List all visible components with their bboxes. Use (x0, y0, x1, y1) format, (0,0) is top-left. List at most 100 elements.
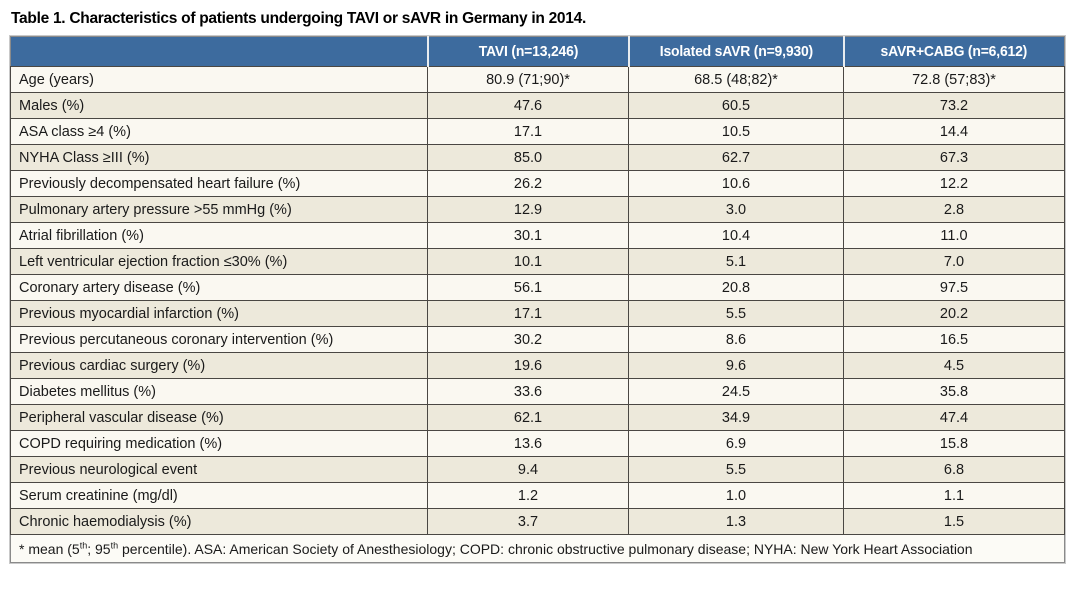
row-value: 2.8 (843, 196, 1065, 223)
row-value: 72.8 (57;83)* (843, 66, 1065, 93)
table-row: Coronary artery disease (%) 56.1 20.8 97.5 (10, 274, 1065, 301)
row-value: 17.1 (427, 118, 629, 145)
row-label: Atrial fibrillation (%) (10, 222, 428, 249)
table-row: Previous percutaneous coronary intervent… (10, 326, 1065, 353)
row-value: 80.9 (71;90)* (427, 66, 629, 93)
table-row: Peripheral vascular disease (%) 62.1 34.9 4… (10, 404, 1065, 431)
row-value: 7.0 (843, 248, 1065, 275)
row-label: Previous cardiac surgery (%) (10, 352, 428, 379)
row-value: 5.1 (628, 248, 844, 275)
row-value: 73.2 (843, 92, 1065, 119)
row-value: 30.1 (427, 222, 629, 249)
table-row: Previous myocardial infarction (%) 17.1 5.… (10, 300, 1065, 327)
table-row: Left ventricular ejection fraction ≤30% … (10, 248, 1065, 275)
row-label: Chronic haemodialysis (%) (10, 508, 428, 535)
row-value: 47.6 (427, 92, 629, 119)
footnote-text: ; 95 (87, 540, 111, 557)
row-value: 10.5 (628, 118, 844, 145)
table-body: Age (years) 80.9 (71;90)* 68.5 (48;82)* 72.… (10, 66, 1065, 535)
row-value: 26.2 (427, 170, 629, 197)
row-label: Diabetes mellitus (%) (10, 378, 428, 405)
row-value: 3.0 (628, 196, 844, 223)
row-label: Coronary artery disease (%) (10, 274, 428, 301)
row-value: 97.5 (843, 274, 1065, 301)
row-value: 47.4 (843, 404, 1065, 431)
row-value: 6.9 (628, 430, 844, 457)
column-header-tavi: TAVI (n=13,246) (426, 36, 629, 67)
row-value: 5.5 (628, 300, 844, 327)
row-value: 1.1 (843, 482, 1065, 509)
row-label: Previous myocardial infarction (%) (10, 300, 428, 327)
column-header-empty (10, 36, 428, 67)
row-value: 5.5 (628, 456, 844, 483)
column-header-isolated-savr: Isolated sAVR (n=9,930) (627, 36, 844, 67)
table-row: Pulmonary artery pressure >55 mmHg (%) 12… (10, 196, 1065, 223)
row-value: 60.5 (628, 92, 844, 119)
row-value: 1.3 (628, 508, 844, 535)
table-row: Previous neurological event 9.4 5.5 6.8 (10, 456, 1065, 483)
row-label: ASA class ≥4 (%) (10, 118, 428, 145)
table-row: Previous cardiac surgery (%) 19.6 9.6 4.5 (10, 352, 1065, 379)
row-value: 12.9 (427, 196, 629, 223)
header-row: TAVI (n=13,246) Isolated sAVR (n=9,930) … (10, 36, 1065, 67)
table-header: TAVI (n=13,246) Isolated sAVR (n=9,930) … (10, 36, 1065, 67)
table-row: Chronic haemodialysis (%) 3.7 1.3 1.5 (10, 508, 1065, 535)
row-value: 9.6 (628, 352, 844, 379)
row-value: 16.5 (843, 326, 1065, 353)
row-label: Left ventricular ejection fraction ≤30% … (10, 248, 428, 275)
column-header-savr-cabg: sAVR+CABG (n=6,612) (842, 36, 1065, 67)
row-value: 19.6 (427, 352, 629, 379)
table-row: Age (years) 80.9 (71;90)* 68.5 (48;82)* 72.… (10, 66, 1065, 93)
row-value: 34.9 (628, 404, 844, 431)
row-value: 15.8 (843, 430, 1065, 457)
footnote-superscript: th (79, 539, 88, 550)
row-value: 8.6 (628, 326, 844, 353)
row-value: 35.8 (843, 378, 1065, 405)
row-value: 10.1 (427, 248, 629, 275)
row-value: 62.1 (427, 404, 629, 431)
row-value: 10.6 (628, 170, 844, 197)
table-row: Atrial fibrillation (%) 30.1 10.4 11.0 (10, 222, 1065, 249)
table-row: Males (%) 47.6 60.5 73.2 (10, 92, 1065, 119)
row-value: 10.4 (628, 222, 844, 249)
row-value: 1.2 (427, 482, 629, 509)
row-value: 6.8 (843, 456, 1065, 483)
row-value: 67.3 (843, 144, 1065, 171)
footnote-superscript: th (110, 539, 119, 550)
row-value: 20.8 (628, 274, 844, 301)
footnote-row: * mean (5th; 95th percentile). ASA: Amer… (10, 534, 1065, 563)
row-value: 85.0 (427, 144, 629, 171)
row-value: 56.1 (427, 274, 629, 301)
table-row: Serum creatinine (mg/dl) 1.2 1.0 1.1 (10, 482, 1065, 509)
row-label: Serum creatinine (mg/dl) (10, 482, 428, 509)
row-label: Age (years) (10, 66, 428, 93)
row-value: 68.5 (48;82)* (628, 66, 844, 93)
table-row: COPD requiring medication (%) 13.6 6.9 15.8 (10, 430, 1065, 457)
table-footer: * mean (5th; 95th percentile). ASA: Amer… (10, 534, 1065, 563)
patients-table: TAVI (n=13,246) Isolated sAVR (n=9,930) … (9, 35, 1066, 564)
footnote: * mean (5th; 95th percentile). ASA: Amer… (10, 534, 1065, 563)
row-value: 9.4 (427, 456, 629, 483)
page-title: Table 1. Characteristics of patients und… (11, 10, 586, 27)
row-label: Males (%) (10, 92, 428, 119)
row-value: 30.2 (427, 326, 629, 353)
row-value: 4.5 (843, 352, 1065, 379)
row-label: Peripheral vascular disease (%) (10, 404, 428, 431)
table-row: Diabetes mellitus (%) 33.6 24.5 35.8 (10, 378, 1065, 405)
row-value: 33.6 (427, 378, 629, 405)
row-value: 1.5 (843, 508, 1065, 535)
row-value: 17.1 (427, 300, 629, 327)
table-row: NYHA Class ≥III (%) 85.0 62.7 67.3 (10, 144, 1065, 171)
row-value: 3.7 (427, 508, 629, 535)
row-value: 13.6 (427, 430, 629, 457)
row-value: 14.4 (843, 118, 1065, 145)
row-label: NYHA Class ≥III (%) (10, 144, 428, 171)
row-value: 12.2 (843, 170, 1065, 197)
row-label: Previous percutaneous coronary intervent… (10, 326, 428, 353)
table-row: Previously decompensated heart failure (… (10, 170, 1065, 197)
row-value: 11.0 (843, 222, 1065, 249)
table-row: ASA class ≥4 (%) 17.1 10.5 14.4 (10, 118, 1065, 145)
row-value: 20.2 (843, 300, 1065, 327)
row-label: Previous neurological event (10, 456, 428, 483)
